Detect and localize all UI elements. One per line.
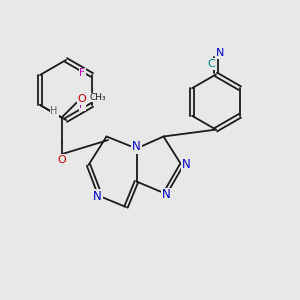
Text: C: C bbox=[208, 59, 215, 69]
Text: O: O bbox=[78, 94, 86, 104]
Text: N: N bbox=[93, 190, 102, 203]
Text: N: N bbox=[182, 158, 190, 172]
Text: F: F bbox=[80, 68, 85, 79]
Text: CH₃: CH₃ bbox=[89, 93, 106, 102]
Text: O: O bbox=[57, 154, 66, 165]
Text: N: N bbox=[216, 48, 224, 58]
Text: H: H bbox=[50, 106, 58, 116]
Text: N: N bbox=[132, 140, 141, 154]
Text: N: N bbox=[162, 188, 171, 202]
Text: F: F bbox=[80, 100, 85, 110]
